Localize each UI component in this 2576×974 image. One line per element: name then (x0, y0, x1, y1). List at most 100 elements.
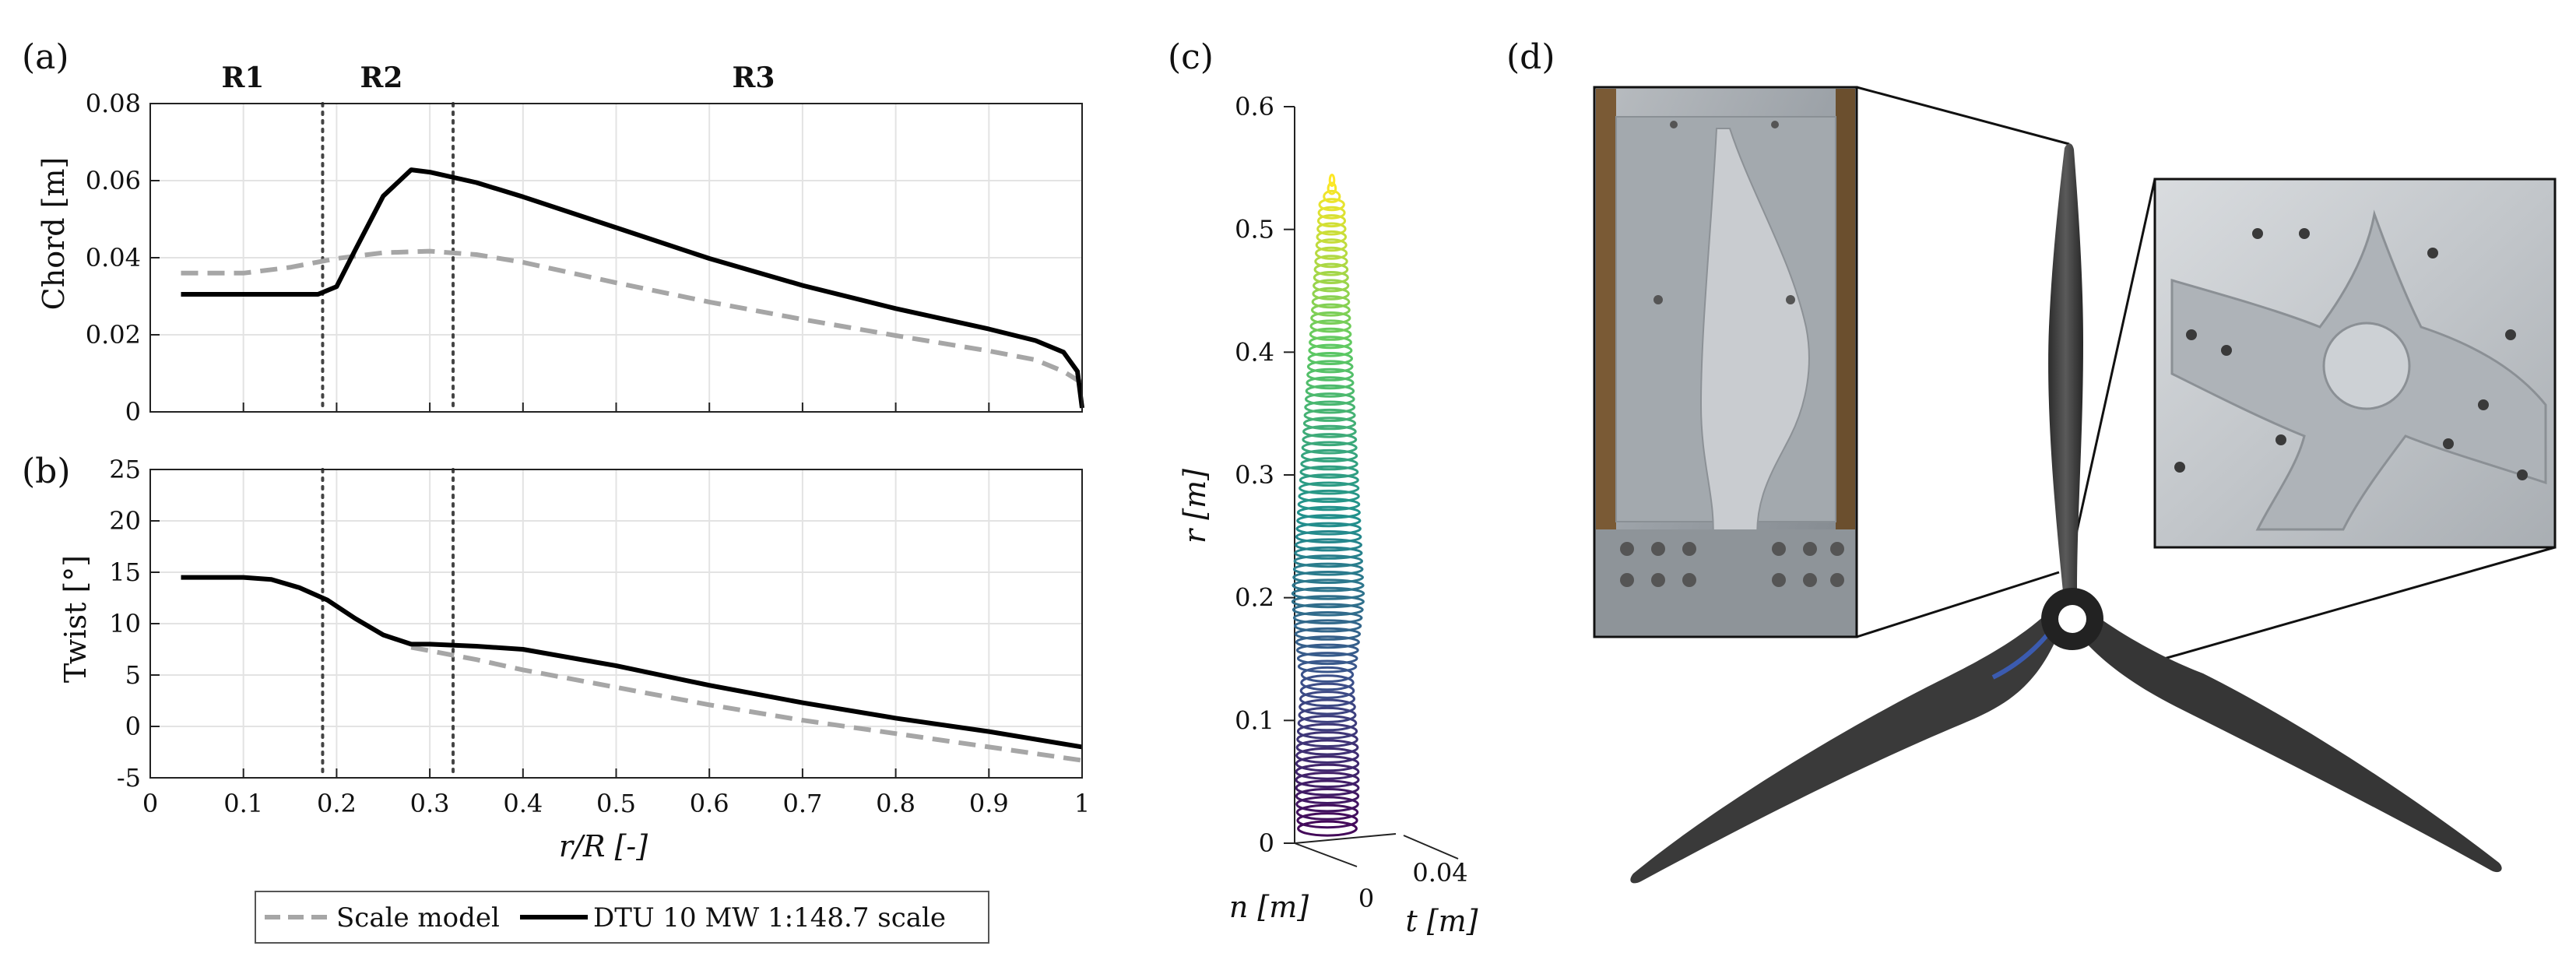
twist-x-axis-label: r/R [-] (559, 829, 648, 863)
blade-n-axis-label: n [m] (1229, 890, 1309, 924)
blade-t-axis-end (1403, 835, 1459, 860)
blade-t-tick-0: 0 (1358, 884, 1374, 913)
blade-section-14 (1298, 706, 1357, 723)
blade-section-52 (1304, 400, 1356, 414)
blade-section-3 (1295, 796, 1359, 813)
hub-mould-center (2322, 322, 2411, 410)
twist-xtick-label-6: 0.6 (690, 789, 729, 818)
chord-series-dtu-line (181, 167, 1084, 409)
twist-chart-frame (149, 469, 1083, 779)
twist-series-dtu-line (181, 575, 1083, 750)
blade-section-5 (1295, 779, 1360, 796)
blade-section-71 (1315, 246, 1348, 260)
blade-section-25 (1293, 619, 1362, 633)
chord-ytick-label-0: 0 (125, 397, 141, 427)
blade-section-15 (1299, 698, 1356, 716)
blade-section-72 (1315, 238, 1348, 252)
blade-section-0 (1297, 820, 1358, 837)
callout-line-right-bottom (2163, 546, 2556, 660)
chord-chart: 0 0.02 0.04 0.06 0.08 (86, 89, 1084, 427)
blade-section-10 (1295, 739, 1359, 756)
blade-section-4 (1295, 788, 1360, 804)
blade-section-65 (1311, 295, 1351, 309)
blade-section-51 (1303, 408, 1356, 422)
blade-section-22 (1295, 643, 1359, 657)
blade-section-43 (1299, 473, 1359, 487)
callout-line-right-top (2075, 178, 2156, 535)
twist-xtick-label-5: 0.5 (596, 789, 636, 818)
blade-section-79 (1327, 181, 1337, 195)
panel-label-c: (c) (1168, 37, 1214, 77)
blade-rtick-label-6: 0.6 (1235, 92, 1274, 121)
blade-n-axis-line (1294, 833, 1397, 844)
twist-xtick-label-1: 0.1 (223, 789, 263, 818)
blade-section-50 (1302, 417, 1357, 431)
blade-section-40 (1297, 498, 1361, 512)
twist-ytick-label-0: -5 (117, 763, 141, 793)
blade-section-9 (1295, 747, 1359, 764)
twist-y-axis-label: Twist [°] (58, 555, 93, 683)
twist-ytick-label-3: 10 (109, 609, 141, 638)
blade-section-24 (1294, 627, 1362, 641)
mould-bolt-holes (1620, 121, 1844, 587)
blade-section-44 (1299, 465, 1359, 479)
blade-section-21 (1296, 652, 1358, 666)
blade-section-66 (1312, 287, 1350, 301)
panel-label-d: (d) (1506, 37, 1555, 77)
blade-section-57 (1306, 360, 1354, 374)
blade-section-55 (1306, 376, 1355, 390)
blade-section-75 (1316, 214, 1347, 228)
blade-section-64 (1311, 303, 1351, 317)
twist-series-scale-model-line (410, 645, 1083, 763)
blade-section-45 (1300, 457, 1358, 471)
twist-ytick-label-6: 25 (109, 455, 141, 484)
blade-section-61 (1309, 327, 1352, 341)
blade-section-62 (1309, 319, 1351, 333)
blade-section-37 (1295, 522, 1362, 536)
blade-section-59 (1308, 343, 1353, 357)
blade-section-13 (1297, 715, 1358, 732)
blade-3d-plot: 0 0.1 0.2 0.3 0.4 0.5 0.6 (1235, 92, 1459, 867)
chord-ytick-label-1: 0.02 (86, 320, 141, 350)
blade-r-axis-label: r [m] (1178, 469, 1212, 543)
twist-ytick-label-2: 5 (125, 660, 141, 690)
blade-section-7 (1295, 763, 1360, 780)
panel-label-a: (a) (22, 37, 69, 77)
blade-section-53 (1305, 392, 1355, 406)
blade-section-28 (1291, 595, 1365, 609)
blade-section-27 (1292, 603, 1364, 617)
legend-box (255, 891, 989, 944)
blade-section-8 (1295, 755, 1360, 772)
blade-section-69 (1313, 262, 1349, 276)
blade-section-2 (1295, 803, 1359, 821)
blade-section-47 (1301, 441, 1358, 455)
legend: Scale model DTU 10 MW 1:148.7 scale (255, 891, 989, 944)
chord-ytick-label-2: 0.04 (86, 243, 141, 273)
blade-section-29 (1291, 586, 1365, 600)
blade-t-axis-line (1294, 842, 1358, 867)
blade-section-17 (1299, 682, 1355, 699)
twist-xtick-label-2: 0.2 (317, 789, 357, 818)
twist-xtick-label-10: 1 (1074, 789, 1090, 818)
chord-ytick-label-4: 0.08 (86, 89, 141, 118)
blade-rtick-label-0: 0 (1259, 828, 1274, 858)
callout-line-left-bottom (1856, 571, 2060, 638)
blade-section-12 (1296, 723, 1358, 740)
blade-section-78 (1323, 189, 1341, 203)
blade-t-tick-004: 0.04 (1412, 858, 1467, 888)
legend-label-dtu: DTU 10 MW 1:148.7 scale (593, 902, 946, 934)
blade-section-63 (1310, 311, 1351, 325)
blade-section-19 (1300, 666, 1355, 683)
blade-section-35 (1295, 538, 1362, 552)
blade-rtick-label-1: 0.1 (1235, 705, 1274, 735)
blade-section-36 (1295, 530, 1362, 543)
blade-section-73 (1316, 230, 1348, 244)
twist-xtick-label-4: 0.4 (503, 789, 543, 818)
blade-section-70 (1314, 255, 1348, 269)
blade-section-18 (1300, 674, 1355, 691)
blade-section-26 (1292, 611, 1363, 624)
blade-section-20 (1297, 659, 1358, 673)
blade-section-23 (1295, 635, 1360, 649)
